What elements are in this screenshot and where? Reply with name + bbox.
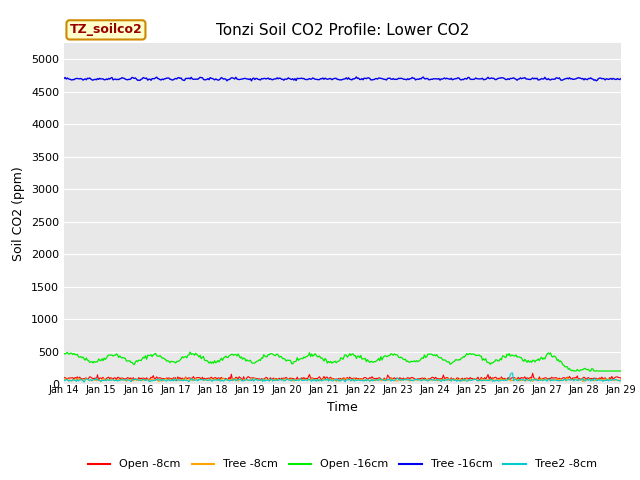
X-axis label: Time: Time (327, 401, 358, 414)
Text: TZ_soilco2: TZ_soilco2 (70, 24, 142, 36)
Legend: Open -8cm, Tree -8cm, Open -16cm, Tree -16cm, Tree2 -8cm: Open -8cm, Tree -8cm, Open -16cm, Tree -… (84, 455, 601, 474)
Y-axis label: Soil CO2 (ppm): Soil CO2 (ppm) (12, 166, 26, 261)
Title: Tonzi Soil CO2 Profile: Lower CO2: Tonzi Soil CO2 Profile: Lower CO2 (216, 23, 469, 38)
